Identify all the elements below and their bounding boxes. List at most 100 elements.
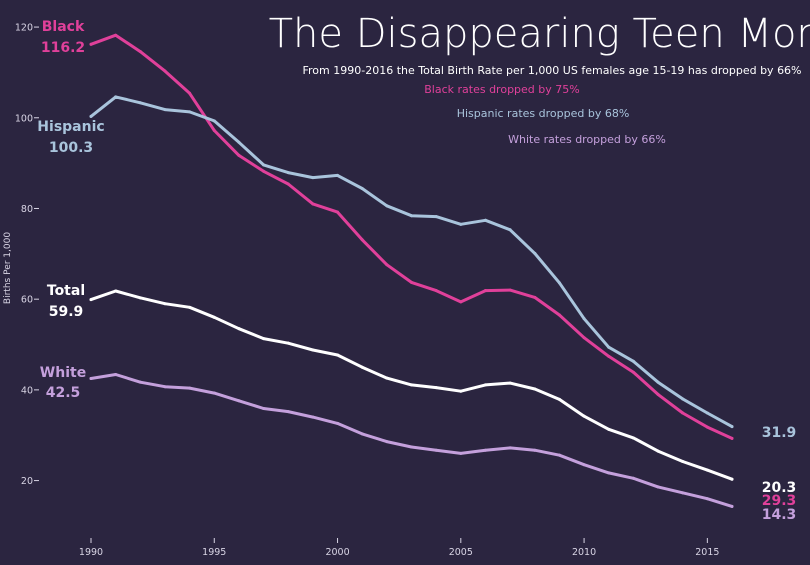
data-point-total xyxy=(656,449,660,453)
data-point-hispanic xyxy=(212,119,216,123)
data-point-hispanic xyxy=(262,163,266,167)
data-point-hispanic xyxy=(410,214,413,218)
data-point-white xyxy=(385,440,389,444)
data-point-total xyxy=(410,383,413,387)
data-point-total xyxy=(533,387,537,391)
series-name-black: Black xyxy=(42,19,85,35)
series-labels: Black 116.2 29.3 Hispanic 100.3 31.9 Total 59.9… xyxy=(37,19,796,523)
data-point-hispanic xyxy=(89,114,93,118)
annotation-white: White rates dropped by 66% xyxy=(508,133,666,146)
data-point-black xyxy=(582,336,586,340)
data-point-black xyxy=(557,313,561,317)
data-point-white xyxy=(212,391,216,395)
annotation-hispanic: Hispanic rates dropped by 68% xyxy=(457,107,630,120)
chart-title: The Disappearing Teen Mom xyxy=(269,11,810,57)
data-point-white xyxy=(237,399,241,403)
data-point-hispanic xyxy=(631,359,635,363)
data-point-total xyxy=(311,348,315,352)
series-start-value-white: 42.5 xyxy=(46,385,81,401)
series-start-value-black: 116.2 xyxy=(41,40,85,56)
data-point-black xyxy=(138,50,142,54)
data-point-hispanic xyxy=(557,281,561,285)
data-point-total xyxy=(483,383,487,387)
data-point-hispanic xyxy=(730,425,734,429)
data-point-white xyxy=(483,448,487,452)
data-point-white xyxy=(582,463,586,467)
data-point-black xyxy=(631,370,635,374)
y-axis-label: Births Per 1,000 xyxy=(3,232,13,304)
data-point-hispanic xyxy=(607,345,611,349)
data-point-white xyxy=(262,406,266,410)
data-point-hispanic xyxy=(483,218,487,222)
data-point-hispanic xyxy=(533,251,537,255)
data-point-white xyxy=(533,448,537,452)
data-point-black xyxy=(237,153,241,157)
y-tick-label: 20 xyxy=(21,476,33,487)
data-point-hispanic xyxy=(459,222,463,226)
x-tick-label: 1995 xyxy=(202,547,226,558)
data-point-total xyxy=(607,427,611,431)
data-point-black xyxy=(360,238,364,242)
data-point-total xyxy=(557,397,561,401)
data-point-white xyxy=(336,421,340,425)
data-point-hispanic xyxy=(385,204,389,208)
data-point-black xyxy=(163,69,167,73)
series-lines xyxy=(89,33,734,508)
data-point-black xyxy=(508,288,512,292)
data-point-white xyxy=(311,415,315,419)
x-tick-label: 2000 xyxy=(325,547,349,558)
data-point-hispanic xyxy=(705,411,709,415)
x-tick-label: 2015 xyxy=(695,547,719,558)
data-point-white xyxy=(730,504,734,508)
series-start-value-total: 59.9 xyxy=(49,304,84,320)
data-point-total xyxy=(262,337,266,341)
data-point-black xyxy=(730,436,734,440)
data-point-white xyxy=(508,446,512,450)
data-point-white xyxy=(631,476,635,480)
x-axis: 1990 1995 2000 2005 2010 2015 xyxy=(79,538,719,558)
data-point-white xyxy=(114,372,118,376)
data-point-hispanic xyxy=(163,108,167,112)
series-end-value-hispanic: 31.9 xyxy=(762,425,797,441)
data-point-black xyxy=(188,91,192,95)
data-point-black xyxy=(212,128,216,132)
data-point-hispanic xyxy=(237,140,241,144)
data-point-black xyxy=(681,411,685,415)
data-point-white xyxy=(656,485,660,489)
annotation-black: Black rates dropped by 75% xyxy=(424,83,579,96)
series-name-total: Total xyxy=(47,283,85,299)
data-point-total xyxy=(730,477,734,481)
x-tick-label: 2005 xyxy=(449,547,473,558)
data-point-white xyxy=(360,432,364,436)
data-point-black xyxy=(89,42,93,46)
series-line-black xyxy=(89,33,734,440)
data-point-hispanic xyxy=(681,397,685,401)
data-point-total xyxy=(360,365,364,369)
series-name-white: White xyxy=(40,365,86,381)
x-tick-label: 1990 xyxy=(79,547,103,558)
data-point-total xyxy=(508,381,512,385)
data-point-white xyxy=(557,453,561,457)
data-point-black xyxy=(114,33,118,37)
data-point-hispanic xyxy=(286,171,290,175)
data-point-white xyxy=(138,380,142,384)
data-point-total xyxy=(212,315,216,319)
data-point-hispanic xyxy=(656,380,660,384)
y-tick-label: 80 xyxy=(21,204,33,215)
y-tick-label: 100 xyxy=(15,113,33,124)
data-point-white xyxy=(607,471,611,475)
x-tick-label: 2010 xyxy=(572,547,596,558)
data-point-white xyxy=(705,497,709,501)
data-point-black xyxy=(459,300,463,304)
data-point-black xyxy=(483,289,487,293)
data-point-total xyxy=(681,460,685,464)
data-point-white xyxy=(434,448,438,452)
data-point-black xyxy=(286,182,290,186)
data-point-white xyxy=(286,410,290,414)
data-point-white xyxy=(459,451,463,455)
data-point-black xyxy=(705,425,709,429)
data-point-hispanic xyxy=(311,176,315,180)
data-point-black xyxy=(607,354,611,358)
series-start-value-hispanic: 100.3 xyxy=(49,140,93,156)
data-point-total xyxy=(237,327,241,331)
